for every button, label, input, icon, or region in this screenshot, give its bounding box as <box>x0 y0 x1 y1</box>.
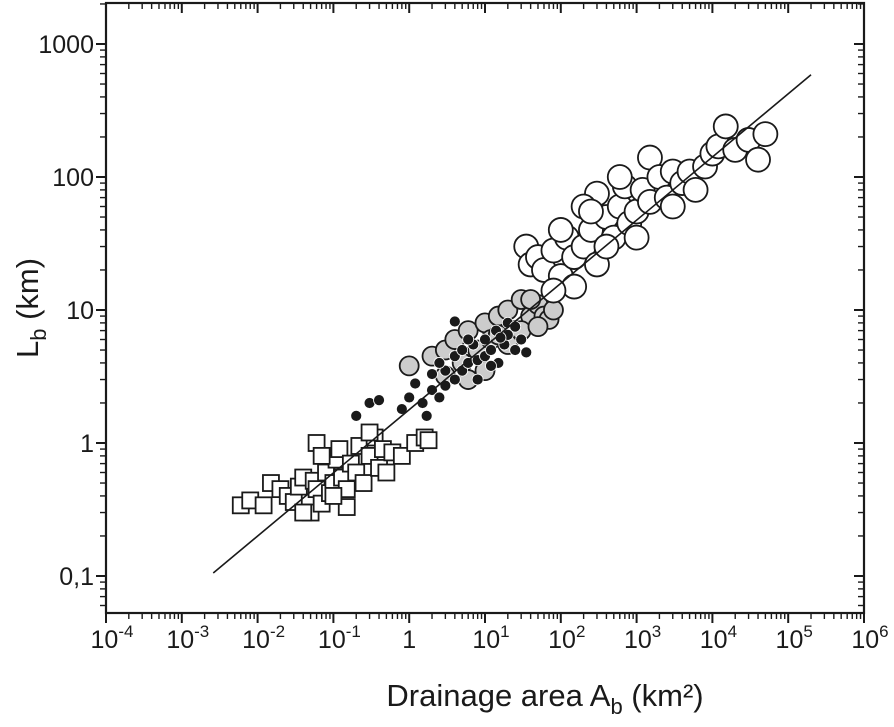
circle-small-point <box>426 368 438 380</box>
fit-line <box>212 74 812 574</box>
x-tick-label: 104 <box>700 622 737 654</box>
circle-small-point <box>420 409 433 422</box>
circle-small-point <box>373 394 385 407</box>
x-tick-labels: 10-4 10-3 10-2 10-1 1 101 102 103 104 105 106 <box>91 622 889 654</box>
circle-small-point <box>433 391 446 404</box>
circle-small-point <box>462 333 475 346</box>
x-tick-label: 102 <box>548 622 585 654</box>
square-point <box>392 446 411 465</box>
x-tick-label: 101 <box>472 622 509 654</box>
axis-ticks <box>96 3 865 623</box>
x-tick-label: 10-3 <box>166 622 209 654</box>
circle-small-point <box>409 377 422 390</box>
square-point <box>419 431 438 450</box>
y-tick-label: 10 <box>66 297 94 325</box>
series-circles-open <box>513 113 779 304</box>
x-tick-label: 10-1 <box>318 622 361 654</box>
square-point <box>354 474 373 492</box>
y-tick-label: 100 <box>52 164 94 192</box>
circle-medium-point <box>398 355 420 377</box>
series-squares-open <box>231 423 438 522</box>
circle-small-point <box>509 344 522 356</box>
circle-large-point <box>712 113 739 140</box>
circle-large-point <box>682 176 709 203</box>
circle-small-point <box>403 391 416 404</box>
circle-small-point <box>485 359 497 372</box>
circle-small-point <box>448 373 461 386</box>
circle-medium-point <box>520 289 542 310</box>
circle-small-point <box>433 357 446 369</box>
circle-large-point <box>606 164 633 190</box>
square-point <box>377 463 396 482</box>
circle-small-point <box>448 315 461 328</box>
plot-frame <box>104 1 866 615</box>
square-point <box>324 487 343 505</box>
y-tick-label: 0,1 <box>59 563 94 591</box>
square-point <box>337 498 356 516</box>
circle-small-point <box>439 364 452 377</box>
circle-small-point <box>485 344 497 356</box>
square-point <box>330 440 349 458</box>
circle-small-point <box>479 333 491 346</box>
circle-small-point <box>456 344 469 356</box>
circle-small-point <box>471 373 484 386</box>
x-tick-label: 106 <box>851 622 888 654</box>
y-tick-labels: 0,1 1 10 100 1000 <box>38 31 94 591</box>
data-points <box>231 113 779 522</box>
circle-large-point <box>623 224 650 251</box>
x-axis-title: Drainage area Ab (km²) <box>386 678 703 719</box>
circle-small-point <box>509 320 522 333</box>
x-tick-label: 1 <box>402 626 416 654</box>
x-tick-label: 10-4 <box>91 622 134 654</box>
y-tick-label: 1000 <box>38 31 94 59</box>
circle-small-point <box>350 409 363 422</box>
y-tick-label: 1 <box>80 430 94 458</box>
circle-small-point <box>515 333 528 346</box>
circle-medium-point <box>527 316 549 338</box>
circle-large-point <box>578 198 604 225</box>
x-tick-label: 10-2 <box>242 622 285 654</box>
square-point <box>294 503 313 522</box>
square-point <box>360 423 379 442</box>
circle-small-point <box>395 403 408 415</box>
square-point <box>254 496 273 515</box>
circle-large-point <box>752 121 779 148</box>
circle-large-point <box>659 193 686 220</box>
y-axis-title: Lb (km) <box>10 258 51 358</box>
circle-small-point <box>520 346 533 359</box>
series-dots-black <box>350 315 533 422</box>
square-point <box>312 446 331 465</box>
x-tick-label: 103 <box>624 622 661 654</box>
circle-large-point <box>547 217 574 243</box>
circle-large-point <box>745 146 771 173</box>
fit-line-group <box>212 74 812 574</box>
x-tick-label: 105 <box>776 622 813 654</box>
